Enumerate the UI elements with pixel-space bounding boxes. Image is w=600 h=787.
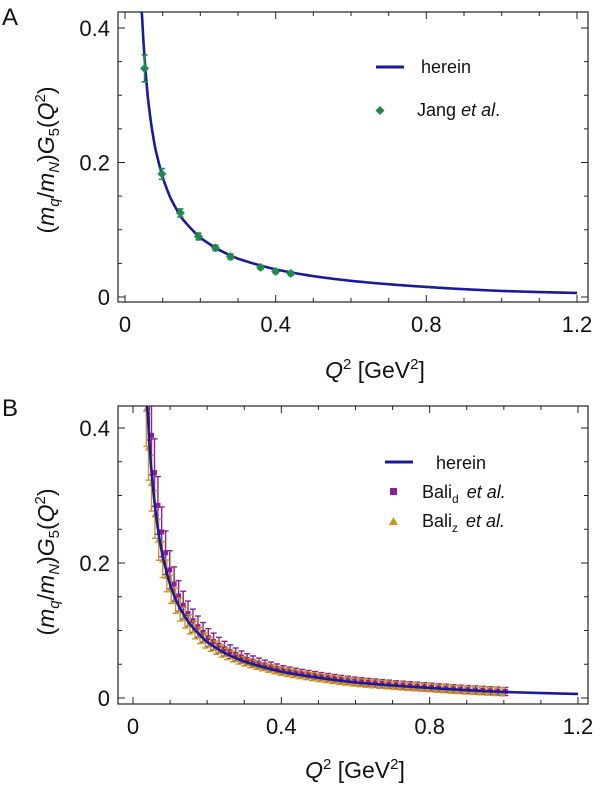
panel-a-ticks	[118, 12, 588, 302]
data-point	[176, 593, 182, 599]
x-tick-label: 0	[127, 714, 139, 739]
x-tick-label: 0.8	[414, 714, 445, 739]
panel-b-y-axis-label: (mq/mN)G5(Q2)	[32, 488, 63, 635]
data-point	[155, 502, 161, 508]
data-point	[193, 231, 203, 241]
panel-a-x-axis-label: Q2 [GeV2]	[325, 356, 425, 383]
data-point	[244, 656, 250, 662]
legend-herein-label-b: herein	[436, 453, 486, 473]
data-point	[293, 669, 299, 675]
data-point	[147, 392, 152, 397]
data-point	[280, 667, 286, 673]
data-point	[185, 611, 191, 617]
legend-bali-d-etal: et al.	[467, 482, 506, 502]
data-point	[171, 581, 177, 587]
data-point	[175, 208, 185, 218]
data-point	[180, 602, 186, 608]
data-point	[256, 262, 266, 272]
series-herein-line	[140, 12, 578, 295]
series-herein-line	[145, 406, 579, 696]
legend-bali-d-label: Balid et al.	[422, 482, 506, 506]
data-point	[157, 169, 167, 179]
panel-a-label: A	[2, 4, 18, 31]
panel-b-x-axis-label: Q2 [GeV2]	[305, 756, 405, 783]
data-point	[287, 668, 293, 674]
legend-bali-z-name: Bali	[422, 511, 452, 531]
panel-b-tick-labels: 0 0.4 0.8 1.2 0 0.2 0.4	[79, 416, 593, 739]
data-point	[306, 672, 312, 678]
panel-a: A 0 0.4 0.8 1.2 0 0.2 0.4 Q2 [GeV2] (mq/mN)G5(…	[2, 4, 592, 383]
panel-a-y-axis-label: (mq/mN)G5(Q2)	[32, 86, 63, 233]
data-point	[325, 675, 331, 681]
data-point	[338, 676, 344, 682]
y-tick-label: 0	[98, 285, 110, 310]
data-point	[274, 665, 280, 671]
x-tick-label: 0.4	[266, 714, 297, 739]
legend-bali-d-name: Bali	[422, 482, 452, 502]
y-tick-label: 0.4	[79, 416, 110, 441]
series-jang	[140, 54, 296, 278]
panel-b-legend: herein Balid et al. Baliz et al.	[385, 453, 506, 535]
data-point	[286, 268, 296, 278]
legend-bali-d-marker	[390, 488, 397, 495]
y-tick-label: 0.4	[79, 16, 110, 41]
data-point	[268, 664, 274, 670]
plot-area	[142, 392, 579, 697]
x-tick-label: 0.4	[260, 312, 291, 337]
x-tick-label: 1.2	[562, 312, 593, 337]
y-tick-label: 0.2	[79, 551, 110, 576]
data-point	[312, 673, 318, 679]
panel-a-frame	[117, 11, 589, 303]
legend-bali-z-marker	[389, 517, 398, 525]
data-point	[152, 470, 158, 476]
legend-bali-z-etal: et al.	[466, 511, 505, 531]
x-tick-label: 0	[119, 312, 131, 337]
data-point	[210, 243, 220, 253]
plot-area	[140, 12, 578, 295]
data-point	[225, 252, 235, 262]
data-point	[163, 550, 169, 556]
panel-b-series	[142, 392, 579, 697]
data-point	[262, 662, 268, 668]
panel-b: B 0 0.4 0.8 1.2 0 0.2 0.4 Q2 [GeV2] (mq/mN)G5(…	[2, 392, 593, 783]
data-point	[256, 660, 262, 666]
legend-bali-z-label: Baliz et al.	[422, 511, 505, 535]
x-tick-label: 0.8	[411, 312, 442, 337]
panel-a-legend: herein Jang et al.	[375, 57, 500, 120]
panel-b-frame	[117, 405, 589, 705]
data-point	[167, 567, 173, 573]
panel-b-ticks	[118, 406, 588, 704]
data-point	[332, 676, 338, 682]
y-tick-label: 0	[98, 686, 110, 711]
data-point	[149, 432, 155, 438]
legend-bali-d-sub: d	[452, 492, 459, 506]
y-tick-label: 0.2	[79, 151, 110, 176]
data-point	[250, 658, 256, 664]
legend-jang-marker	[375, 106, 385, 115]
panel-a-series	[140, 12, 578, 295]
panel-a-tick-labels: 0 0.4 0.8 1.2 0 0.2 0.4	[79, 16, 592, 337]
data-point	[271, 266, 281, 276]
legend-jang-name: Jang	[417, 100, 456, 120]
legend-jang-etal: et al	[461, 100, 496, 120]
data-point	[140, 63, 150, 73]
data-point	[319, 674, 325, 680]
legend-herein-label: herein	[421, 57, 471, 77]
panel-b-label: B	[2, 395, 18, 422]
x-tick-label: 1.2	[563, 714, 594, 739]
legend-bali-z-sub: z	[452, 521, 458, 535]
data-point	[159, 529, 165, 535]
data-point	[345, 677, 351, 683]
data-point	[299, 670, 305, 676]
legend-jang-label: Jang et al.	[417, 100, 500, 120]
